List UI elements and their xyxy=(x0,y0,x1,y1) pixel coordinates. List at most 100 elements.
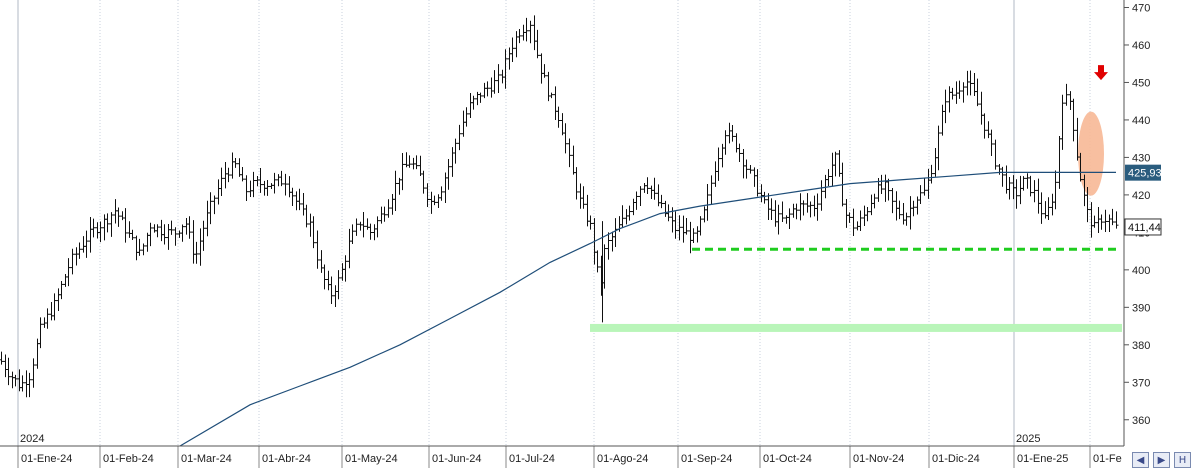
x-tick-label: 01-Fe xyxy=(1093,453,1122,465)
ohlc-bar xyxy=(425,183,430,207)
ohlc-bar xyxy=(439,186,444,201)
ohlc-bar xyxy=(443,172,448,203)
ohlc-bar xyxy=(1064,83,1069,106)
ohlc-bar xyxy=(45,308,50,329)
ohlc-bar xyxy=(1028,175,1033,197)
ohlc-bar xyxy=(162,224,167,245)
ohlc-bar xyxy=(698,216,703,236)
ohlc-bar xyxy=(588,215,593,230)
chart-axes: 01-Ene-24 01-Feb-24 01-Mar-24 01-Abr-24 01-M… xyxy=(0,0,1150,468)
ohlc-bar xyxy=(965,70,970,96)
ohlc-bar xyxy=(66,258,71,287)
ohlc-bar xyxy=(1050,193,1055,216)
scroll-right-button[interactable]: ▶ xyxy=(1153,452,1170,468)
ohlc-bar xyxy=(471,95,476,110)
ohlc-bar xyxy=(1096,206,1101,233)
ohlc-bar xyxy=(1046,197,1051,220)
down-arrow-icon xyxy=(1094,65,1108,81)
ohlc-bar xyxy=(865,207,870,222)
ohlc-bar xyxy=(233,158,238,168)
ohlc-bar xyxy=(1099,214,1104,230)
ohlc-bar xyxy=(70,248,75,275)
ohlc-bar xyxy=(602,244,607,289)
ohlc-bar xyxy=(31,358,36,388)
ohlc-bar xyxy=(489,77,494,98)
ohlc-bar xyxy=(677,215,682,241)
ohlc-bar xyxy=(808,201,813,218)
ohlc-bar xyxy=(49,301,54,321)
ohlc-bar xyxy=(421,170,426,194)
ohlc-bar xyxy=(734,133,739,153)
ohlc-bar xyxy=(723,130,728,155)
ohlc-bar xyxy=(59,281,64,300)
ohlc-bar xyxy=(904,212,909,226)
ohlc-bar xyxy=(578,183,583,209)
ohlc-bar xyxy=(155,224,160,238)
ohlc-bar xyxy=(950,87,955,100)
ohlc-bar xyxy=(223,162,228,189)
x-tick-label: 01-Dic-24 xyxy=(932,453,980,465)
ohlc-bar xyxy=(642,183,647,193)
ohlc-bar xyxy=(95,222,100,239)
chart-nav-controls: ◀ ▶ H xyxy=(1132,452,1191,468)
ohlc-bar xyxy=(563,123,568,154)
ohlc-bar xyxy=(187,216,192,239)
ohlc-bar xyxy=(127,221,132,238)
ohlc-bar xyxy=(248,180,253,197)
ohlc-bar xyxy=(507,47,512,70)
ohlc-bar xyxy=(556,106,561,128)
ohlc-bar xyxy=(844,199,849,228)
ohlc-bar xyxy=(975,78,980,107)
ohlc-bar xyxy=(847,212,852,223)
ohlc-bar xyxy=(283,173,288,196)
ohlc-bar xyxy=(500,69,505,84)
ohlc-bar xyxy=(1053,170,1058,210)
y-tick-label: 360 xyxy=(1132,415,1150,427)
ohlc-bar xyxy=(6,357,11,386)
ohlc-bar xyxy=(450,147,455,177)
ohlc-bar xyxy=(194,241,199,264)
ohlc-bar xyxy=(791,203,796,218)
ohlc-bar xyxy=(613,218,618,248)
ohlc-bar xyxy=(52,293,57,321)
ohlc-bar xyxy=(3,354,8,378)
scroll-left-button[interactable]: ◀ xyxy=(1132,452,1149,468)
ohlc-bar xyxy=(539,53,544,84)
ohlc-bar xyxy=(180,224,185,242)
ohlc-bar xyxy=(137,238,142,256)
ohlc-bar xyxy=(191,220,196,264)
y-tick-label: 430 xyxy=(1132,152,1150,164)
ohlc-bar xyxy=(1092,215,1097,228)
ohlc-bar xyxy=(482,82,487,99)
ohlc-bar xyxy=(890,188,895,214)
ohlc-bar xyxy=(386,199,391,218)
ohlc-bar xyxy=(319,250,324,273)
ohlc-bar xyxy=(240,167,245,182)
ohlc-bar xyxy=(1060,94,1065,150)
ohlc-bar xyxy=(982,113,987,139)
ohlc-bar xyxy=(77,242,82,259)
ohlc-bar xyxy=(634,191,639,210)
ohlc-bar xyxy=(673,211,678,239)
ohlc-bar xyxy=(631,198,636,216)
ohlc-bar xyxy=(251,171,256,198)
ohlc-bar xyxy=(279,170,284,187)
ohlc-bar xyxy=(130,229,135,241)
ohlc-bar xyxy=(446,159,451,190)
ohlc-bar xyxy=(13,374,18,387)
ohlc-bar xyxy=(38,317,43,349)
ohlc-bar xyxy=(350,224,355,244)
ohlc-bar xyxy=(915,196,920,215)
ohlc-bar xyxy=(716,147,721,181)
ohlc-bar xyxy=(972,72,977,97)
ohlc-bar xyxy=(940,104,945,136)
horizontal-zoom-button[interactable]: H xyxy=(1174,452,1191,468)
ohlc-bar xyxy=(684,218,689,235)
ohlc-bar xyxy=(1014,179,1019,209)
ohlc-bar xyxy=(368,223,373,240)
ohlc-bar xyxy=(1085,187,1090,223)
ohlc-bar xyxy=(989,129,994,157)
ohlc-bar xyxy=(918,185,923,205)
ohlc-bar xyxy=(929,164,934,184)
ohlc-bar xyxy=(933,148,938,177)
